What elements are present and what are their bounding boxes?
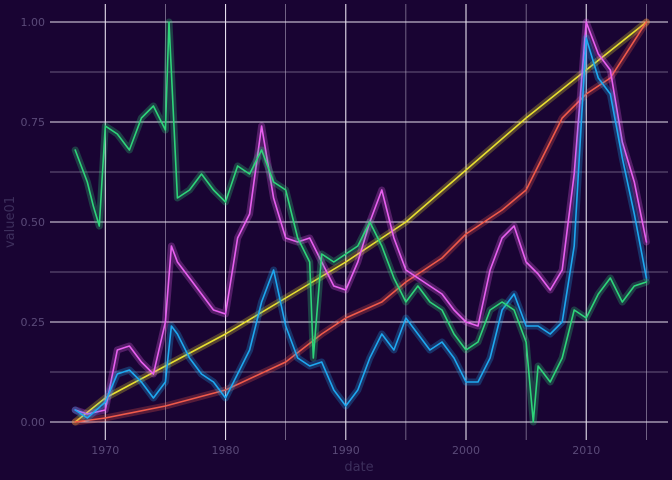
series-line-1 [74,21,648,423]
y-axis-title: value01 [3,196,18,248]
series-line-3 [74,21,648,415]
x-tick-label: 1970 [91,444,119,457]
y-tick-label: 1.00 [21,16,46,29]
series-line-4 [74,37,648,419]
series-line-5 [74,21,648,423]
y-tick-label: 0.00 [21,416,46,429]
series-line-2 [74,21,648,423]
grid [50,4,668,440]
y-tick-label: 0.50 [21,216,46,229]
x-tick-label: 1990 [332,444,360,457]
x-tick-label: 2010 [572,444,600,457]
x-tick-label: 1980 [212,444,240,457]
x-axis-title: date [344,460,373,475]
axis-tick-labels: 1970 1980 1990 2000 2010 0.00 0.25 0.50 0.75 1.00 [21,16,601,457]
series-layer [71,18,650,426]
x-tick-label: 2000 [452,444,480,457]
y-tick-label: 0.25 [21,316,46,329]
y-tick-label: 0.75 [21,116,46,129]
